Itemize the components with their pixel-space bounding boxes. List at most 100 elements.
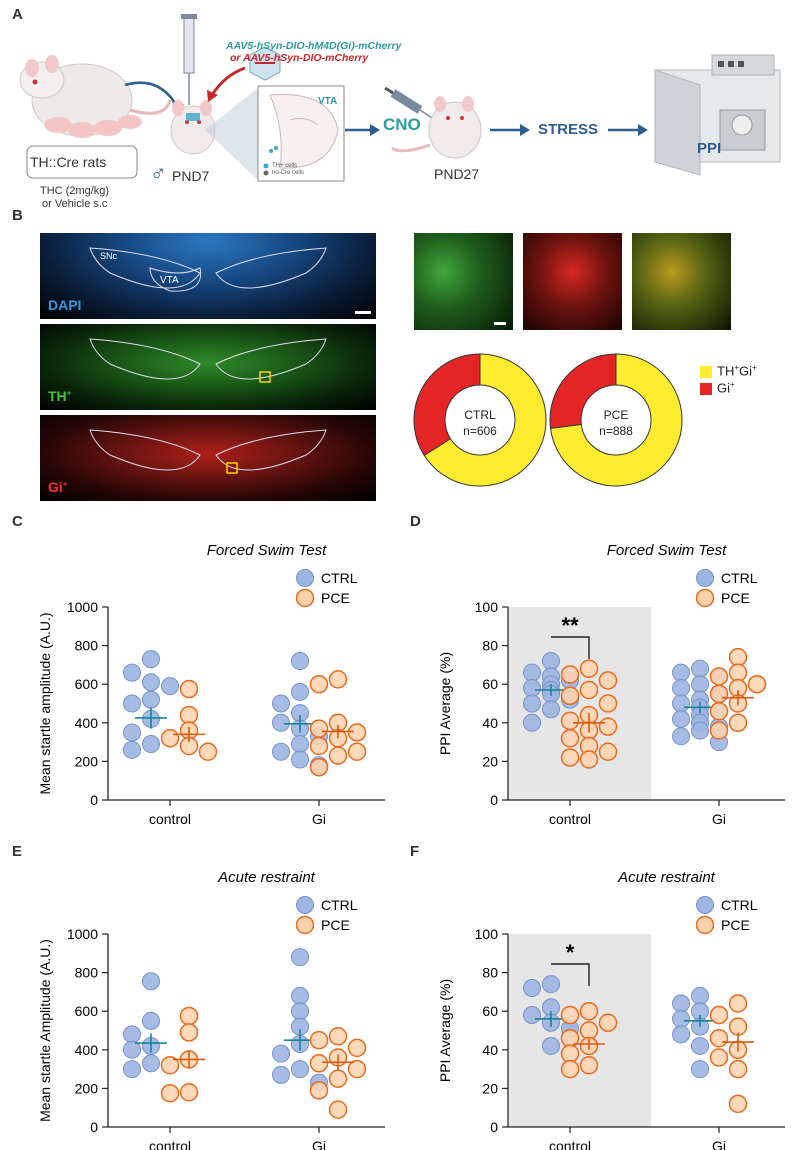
ctrl-point (542, 700, 560, 719)
y-tick-label: 400 (75, 1042, 99, 1058)
virus-label-1: AAV5-hSyn-DIO-hM4D(Gi)-mCherry (226, 40, 402, 52)
pce-point (179, 1023, 199, 1042)
x-tick-label: Gi (712, 811, 726, 827)
legend-thgi-label: TH+Gi+ (717, 363, 757, 379)
chart-title: Acute restraint (617, 869, 716, 886)
chart-title: Acute restraint (217, 869, 316, 886)
ctrl-point (272, 1065, 290, 1084)
y-tick-label: 1000 (67, 926, 98, 942)
y-tick-label: 1000 (67, 599, 98, 615)
y-axis-label: Mean startle Amplitude (A.U.) (37, 939, 53, 1122)
x-tick-label: control (149, 1138, 191, 1150)
ctrl-point (691, 675, 709, 694)
pups-icon (44, 115, 142, 138)
legend-ctrl-label: CTRL (321, 570, 358, 586)
ctrl-point (123, 1040, 141, 1059)
ctrl-point (523, 663, 541, 682)
donut-pce-n: n=888 (599, 424, 633, 438)
ctrl-point (291, 735, 309, 754)
pce-point (579, 750, 599, 769)
rats-label: TH::Cre rats (30, 154, 107, 170)
ctrl-point (672, 994, 690, 1013)
pce-point (598, 1013, 618, 1033)
th-micrograph: TH+ (40, 324, 376, 410)
pce-point (560, 665, 580, 684)
pce-point (328, 1069, 348, 1088)
pce-point (560, 686, 580, 706)
pce-point (560, 711, 580, 731)
legend-ctrl-label: CTRL (721, 897, 758, 913)
treatment-label: THC (2mg/kg) (40, 185, 110, 197)
pce-point (347, 742, 367, 761)
panel-a-label: A (12, 6, 23, 23)
th-cells-legend: TH+ cells (272, 163, 298, 169)
ppi-chamber-icon (654, 54, 781, 176)
pce-point (728, 647, 748, 667)
ctrl-point (123, 1025, 141, 1044)
legend-ctrl-marker (296, 896, 314, 914)
ctrl-point (691, 721, 709, 740)
gi-micrograph: Gi+ (40, 415, 376, 501)
pce-point (179, 1083, 199, 1102)
scale-bar (355, 311, 371, 314)
donut-slice-gi (549, 353, 617, 429)
ctrl-point (291, 1002, 309, 1021)
ctrl-point (542, 1036, 560, 1055)
panel-b-label: B (12, 207, 23, 224)
pce-point (728, 663, 748, 682)
chart-title: Forced Swim Test (607, 542, 727, 559)
ctrl-point (142, 735, 160, 754)
pce-point (560, 1005, 580, 1025)
pce-point (328, 1100, 348, 1119)
panel-f-label: F (410, 843, 420, 860)
ctrl-point (691, 659, 709, 678)
y-tick-label: 200 (75, 1080, 99, 1096)
zoom-scale-bar (494, 322, 506, 325)
legend-ctrl-marker (696, 896, 714, 914)
legend-gi-swatch (700, 383, 712, 395)
pnd27-label: PND27 (434, 166, 480, 182)
dapi-label: DAPI (48, 297, 82, 313)
pce-point (598, 694, 618, 713)
snc-label: SNc (100, 251, 118, 261)
ctrl-point (291, 986, 309, 1005)
ctrl-point (272, 1044, 290, 1063)
pce-point (309, 674, 329, 694)
pce-point (309, 1081, 329, 1100)
ctrl-point (142, 673, 160, 692)
ctrl-point (142, 650, 160, 669)
ctrl-point (523, 979, 541, 998)
ctrl-point (523, 694, 541, 713)
x-tick-label: control (549, 811, 591, 827)
panel-e-label: E (12, 843, 23, 860)
pce-point (347, 1059, 367, 1079)
y-tick-label: 100 (475, 926, 499, 942)
y-axis-label: Mean startle amplitude (A.U.) (37, 612, 53, 794)
pce-point (709, 1028, 729, 1048)
legend-pce-label: PCE (321, 917, 350, 933)
legend-pce-label: PCE (321, 590, 350, 606)
ctrl-point (691, 986, 709, 1005)
legend-ctrl-marker (296, 569, 314, 587)
y-tick-label: 0 (490, 792, 498, 808)
adolescent-rat-icon (391, 96, 482, 159)
ctrl-point (272, 713, 290, 732)
donut-pce-group: PCE (603, 408, 629, 422)
pce-point (179, 679, 199, 699)
chart-e: Acute restraint 0 200 400 600 800 1000 control G… (37, 869, 385, 1150)
ctrl-point (291, 1060, 309, 1079)
pce-point (328, 670, 348, 689)
ctrl-point (523, 1006, 541, 1025)
ctrl-point (123, 740, 141, 759)
vta-label: VTA (318, 96, 338, 107)
male-symbol: ♂ (150, 160, 167, 185)
pce-point (309, 1054, 329, 1073)
dapi-micrograph: SNc VTA DAPI (40, 233, 376, 319)
th-zoom-micrograph (414, 233, 513, 330)
y-tick-label: 800 (75, 965, 99, 981)
pce-point (160, 1083, 180, 1103)
y-tick-label: 800 (75, 638, 99, 654)
merge-zoom-micrograph (632, 233, 731, 330)
y-tick-label: 600 (75, 676, 99, 692)
y-tick-label: 0 (90, 792, 98, 808)
